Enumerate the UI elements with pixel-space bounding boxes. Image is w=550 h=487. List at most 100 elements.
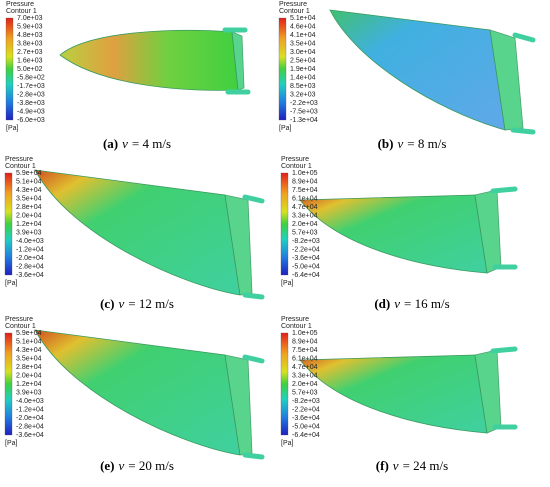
legend-label: 1.9e+04 [290,66,316,73]
legend-title: Pressure [6,1,34,8]
caption-variable: v [393,458,399,473]
caption: (e) v = 20 m/s [100,458,174,473]
caption-text: = 16 m/s [404,296,450,311]
legend-label: 2.7e+03 [17,49,43,56]
caption-variable: v [119,296,125,311]
legend-label: 8.5e+03 [290,83,316,90]
caption-text: = 12 m/s [128,296,174,311]
legend-label: 7.5e+04 [292,187,318,194]
legend-label: 8.9e+04 [292,338,318,345]
legend-label: 5.1e+04 [16,338,42,345]
legend-unit: [Pa] [5,280,18,287]
legend-label: 4.8e+03 [17,32,43,39]
legend-label: 5.1e+04 [16,178,42,185]
skid [490,186,518,194]
legend-label: 5.7e+03 [292,229,318,236]
legend-subtitle: Contour 1 [6,8,37,15]
legend-label: 3.0e+04 [290,49,316,56]
legend-unit: [Pa] [281,440,294,447]
legend-label: 1.0e+05 [292,330,318,337]
legend-label: 1.2e+04 [16,381,42,388]
legend-unit: [Pa] [279,125,292,132]
legend-label: 5.9e+03 [17,23,43,30]
caption-text: = 20 m/s [128,458,174,473]
caption-label: (f) [376,458,389,473]
legend-label: -1.2e+04 [16,246,44,253]
caption-text: = 4 m/s [132,136,171,151]
legend-label: 7.5e+04 [292,347,318,354]
caption-variable: v [394,296,400,311]
legend-label: 5.9e+04 [16,330,42,337]
legend-label: -6.4e+04 [292,272,320,279]
colorbar [280,332,289,436]
legend-label: 6.1e+04 [292,195,318,202]
caption-variable: v [397,136,403,151]
hull-transom [224,194,253,296]
legend-label: 1.0e+05 [292,170,318,177]
legend-title: Pressure [281,316,309,323]
legend-subtitle: Contour 1 [279,8,310,15]
skid [242,292,265,300]
legend-title: Pressure [279,1,307,8]
legend-label: -7.5e+03 [290,108,318,115]
legend-label: 3.3e+04 [292,212,318,219]
hull-body [59,30,239,91]
legend-label: 1.2e+04 [16,221,42,228]
hull-transom [489,29,524,131]
legend-label: 4.1e+04 [290,32,316,39]
legend-label: 2.8e+04 [16,204,42,211]
skid [242,452,265,460]
legend-label: -3.8e+03 [17,100,45,107]
legend-label: -4.9e+03 [17,108,45,115]
legend-label: 4.7e+04 [292,204,318,211]
legend-label: 1.6e+03 [17,57,43,64]
legend-label: -2.8e+04 [16,263,44,270]
legend-label: -2.2e+04 [292,406,320,413]
legend-label: -5.0e+04 [292,423,320,430]
legend-label: 3.9e+03 [16,229,42,236]
legend-label: -6.0e+03 [17,117,45,124]
colorbar [5,17,14,121]
legend-label: -8.2e+03 [292,398,320,405]
skid [510,127,536,135]
hull-body [299,354,488,434]
legend-subtitle: Contour 1 [281,323,312,330]
legend-label: -5.0e+04 [292,263,320,270]
hull-body [34,169,241,296]
legend-label: -2.8e+04 [16,423,44,430]
legend-label: 2.0e+04 [292,221,318,228]
legend-label: 2.0e+04 [16,212,42,219]
legend-label: -2.0e+04 [16,415,44,422]
hull-transom [224,354,253,456]
hull-body [329,9,506,131]
legend-label: 2.8e+04 [16,364,42,371]
caption-label: (d) [374,296,390,311]
hull-transom [231,31,245,91]
legend-unit: [Pa] [5,440,18,447]
skid [242,194,265,204]
legend-label: -2.2e+03 [290,100,318,107]
legend-label: 5.9e+04 [16,170,42,177]
legend-label: -2.0e+04 [16,255,44,262]
legend-label: 4.3e+04 [16,347,42,354]
legend-label: 2.5e+04 [290,57,316,64]
legend-title: Pressure [5,156,33,163]
legend-label: 3.5e+04 [16,355,42,362]
colorbar [4,172,13,276]
legend-label: 8.9e+04 [292,178,318,185]
caption-label: (a) [103,136,118,151]
caption-text: = 8 m/s [407,136,446,151]
legend-label: 4.6e+04 [290,23,316,30]
caption-label: (e) [100,458,114,473]
legend-title: Pressure [5,316,33,323]
legend-label: 1.4e+04 [290,74,316,81]
legend-label: 3.2e+03 [290,91,316,98]
legend-label: -3.6e+04 [16,272,44,279]
legend-label: 3.5e+04 [16,195,42,202]
caption-variable: v [119,458,125,473]
